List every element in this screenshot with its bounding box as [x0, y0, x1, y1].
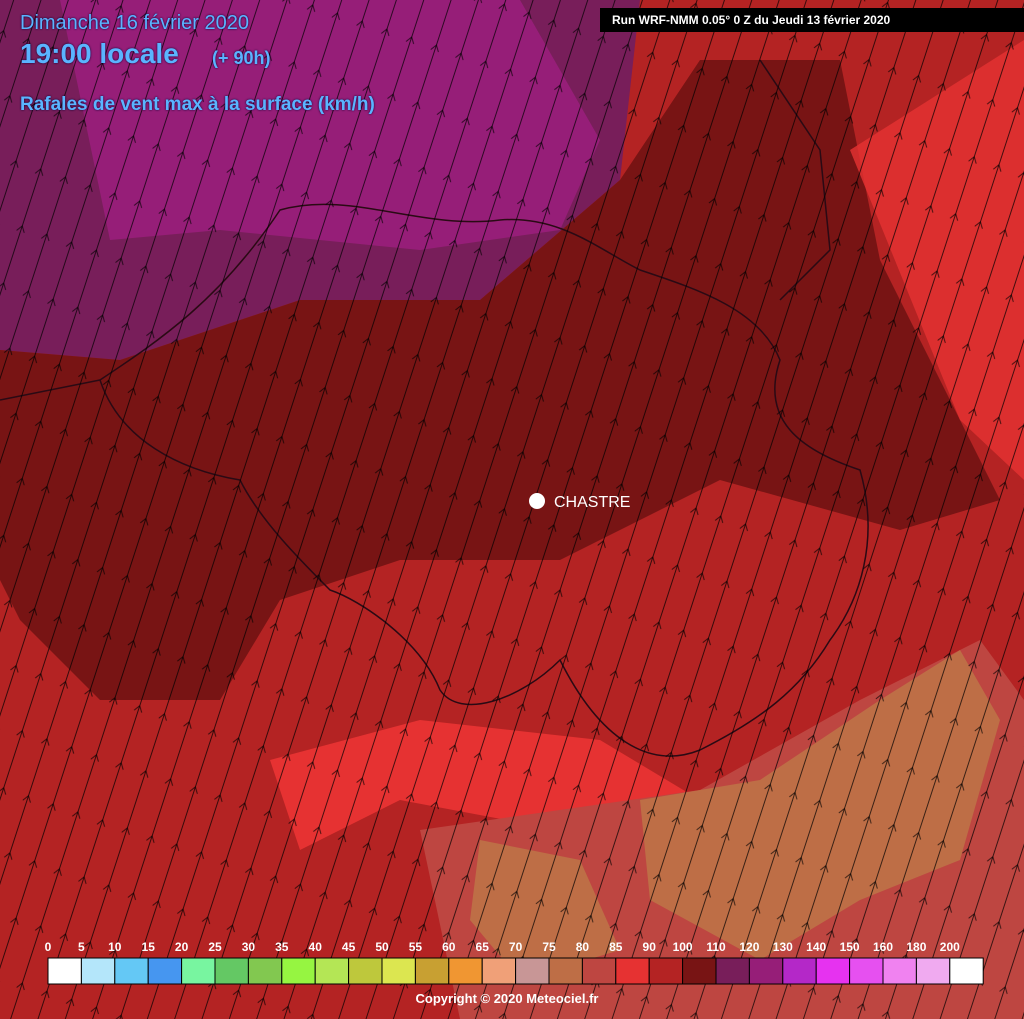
legend-label: 200	[940, 940, 960, 954]
legend-label: 25	[208, 940, 222, 954]
legend-label: 65	[476, 940, 490, 954]
legend-swatch	[815, 957, 851, 985]
legend-label: 180	[906, 940, 926, 954]
legend-swatch	[882, 957, 917, 985]
legend-label: 5	[78, 940, 85, 954]
legend-swatch	[247, 957, 283, 985]
legend-label: 75	[542, 940, 556, 954]
legend-swatch	[715, 957, 750, 985]
location-label: CHASTRE	[554, 494, 630, 511]
legend-swatch	[147, 957, 183, 985]
legend-label: 60	[442, 940, 456, 954]
legend-label: 100	[673, 940, 693, 954]
legend-label: 90	[643, 940, 657, 954]
legend-label: 10	[108, 940, 122, 954]
legend-swatch	[648, 957, 684, 985]
parameter: Rafales de vent max à la surface (km/h)	[20, 94, 375, 115]
legend-swatch	[80, 957, 116, 985]
legend-label: 30	[242, 940, 256, 954]
legend-label: 150	[840, 940, 860, 954]
legend-label: 130	[773, 940, 793, 954]
date: Dimanche 16 février 2020	[20, 12, 250, 34]
legend-label: 20	[175, 940, 189, 954]
legend-swatch	[581, 957, 617, 985]
legend-label: 140	[806, 940, 826, 954]
location-marker	[529, 493, 545, 509]
legend-label: 50	[375, 940, 389, 954]
lead-time: (+ 90h)	[212, 48, 271, 68]
legend-swatch	[348, 957, 383, 985]
legend-swatch	[481, 957, 517, 985]
legend-swatch	[181, 957, 216, 985]
legend-swatch	[915, 957, 951, 985]
legend-label: 110	[706, 940, 726, 954]
legend-label: 45	[342, 940, 356, 954]
legend-label: 15	[142, 940, 156, 954]
run-info: Run WRF-NMM 0.05° 0 Z du Jeudi 13 févrie…	[612, 13, 891, 27]
legend-swatch	[214, 957, 249, 985]
legend-swatch	[281, 957, 316, 985]
legend-label: 85	[609, 940, 623, 954]
legend-swatch	[414, 957, 450, 985]
legend-swatch	[515, 957, 550, 985]
legend-swatch	[114, 957, 149, 985]
legend-swatch	[314, 957, 350, 985]
legend-label: 70	[509, 940, 523, 954]
legend-label: 120	[739, 940, 759, 954]
legend: 0 5 10 15 20 25 30 35 40 45 50 55 60 65 70 75 80 85 90 100 1…	[45, 940, 984, 985]
run-box	[600, 8, 1024, 32]
legend-label: 40	[309, 940, 323, 954]
legend-label: 35	[275, 940, 289, 954]
legend-swatch	[849, 957, 884, 985]
legend-swatch	[47, 957, 82, 985]
legend-label: 80	[576, 940, 590, 954]
legend-swatch	[748, 957, 784, 985]
legend-swatch	[949, 957, 984, 985]
legend-swatch	[548, 957, 583, 985]
legend-swatch	[782, 957, 817, 985]
legend-swatch	[381, 957, 416, 985]
legend-label: 160	[873, 940, 893, 954]
legend-swatch	[682, 957, 717, 985]
legend-swatch	[448, 957, 483, 985]
time: 19:00 locale	[20, 38, 179, 69]
legend-label: 0	[45, 940, 52, 954]
copyright: Copyright © 2020 Meteociel.fr	[416, 991, 599, 1006]
legend-swatch	[615, 957, 650, 985]
legend-label: 55	[409, 940, 423, 954]
